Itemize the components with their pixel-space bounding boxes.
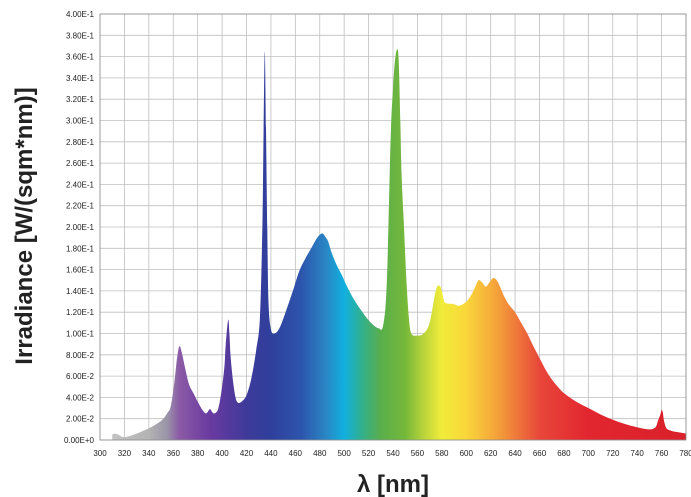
x-tick-label: 520 (362, 449, 376, 458)
y-tick-labels: 0.00E+0 2.00E-2 4.00E-2 6.00E-2 8.00E-2 1.00E… (64, 10, 95, 445)
y-axis-label: Irradiance [W/(sqm*nm)] (11, 87, 38, 364)
x-tick-label: 300 (93, 449, 107, 458)
plot-border (99, 13, 687, 441)
y-tick-label: 1.60E-1 (66, 266, 95, 275)
y-tick-label: 1.20E-1 (66, 308, 95, 317)
x-tick-label: 500 (337, 449, 351, 458)
y-tick-label: 2.00E-1 (66, 223, 95, 232)
x-tick-label: 360 (167, 449, 181, 458)
y-tick-label: 2.00E-2 (66, 415, 95, 424)
y-tick-label: 3.80E-1 (66, 31, 95, 40)
y-tick-label: 1.40E-1 (66, 287, 95, 296)
y-tick-label: 4.00E-2 (66, 393, 95, 402)
y-tick-label: 2.40E-1 (66, 180, 95, 189)
x-tick-label: 440 (264, 449, 278, 458)
x-tick-labels: 300 320 340 360 380 400 420 440 460 480 500 520 540 5… (93, 449, 691, 458)
x-tick-label: 640 (508, 449, 522, 458)
x-tick-label: 720 (606, 449, 620, 458)
x-tick-label: 540 (386, 449, 400, 458)
x-tick-label: 600 (460, 449, 474, 458)
x-tick-label: 420 (240, 449, 254, 458)
y-tick-label: 3.00E-1 (66, 117, 95, 126)
plot-frame (99, 13, 687, 441)
x-tick-label: 700 (582, 449, 596, 458)
y-tick-label: 8.00E-2 (66, 351, 95, 360)
x-tick-label: 480 (313, 449, 327, 458)
x-axis-label: λ [nm] (357, 471, 429, 497)
x-tick-label: 460 (289, 449, 303, 458)
y-tick-label: 4.00E-1 (66, 10, 95, 19)
x-tick-label: 380 (191, 449, 205, 458)
x-tick-label: 680 (557, 449, 571, 458)
y-tick-label: 0.00E+0 (64, 436, 95, 445)
y-tick-label: 3.60E-1 (66, 53, 95, 62)
x-tick-label: 560 (411, 449, 425, 458)
x-tick-label: 400 (215, 449, 229, 458)
y-tick-label: 6.00E-2 (66, 372, 95, 381)
y-tick-label: 3.20E-1 (66, 95, 95, 104)
y-tick-label: 2.80E-1 (66, 138, 95, 147)
y-tick-label: 2.20E-1 (66, 202, 95, 211)
x-tick-label: 340 (142, 449, 156, 458)
y-tick-label: 2.60E-1 (66, 159, 95, 168)
x-tick-label: 760 (655, 449, 669, 458)
x-tick-label: 740 (630, 449, 644, 458)
y-tick-label: 3.40E-1 (66, 74, 95, 83)
x-tick-label: 780 (679, 449, 691, 458)
y-tick-label: 1.00E-1 (66, 330, 95, 339)
irradiance-area (112, 49, 686, 440)
y-tick-label: 1.80E-1 (66, 244, 95, 253)
x-tick-label: 320 (118, 449, 132, 458)
x-tick-label: 620 (484, 449, 498, 458)
x-tick-label: 660 (533, 449, 547, 458)
x-tick-label: 580 (435, 449, 449, 458)
